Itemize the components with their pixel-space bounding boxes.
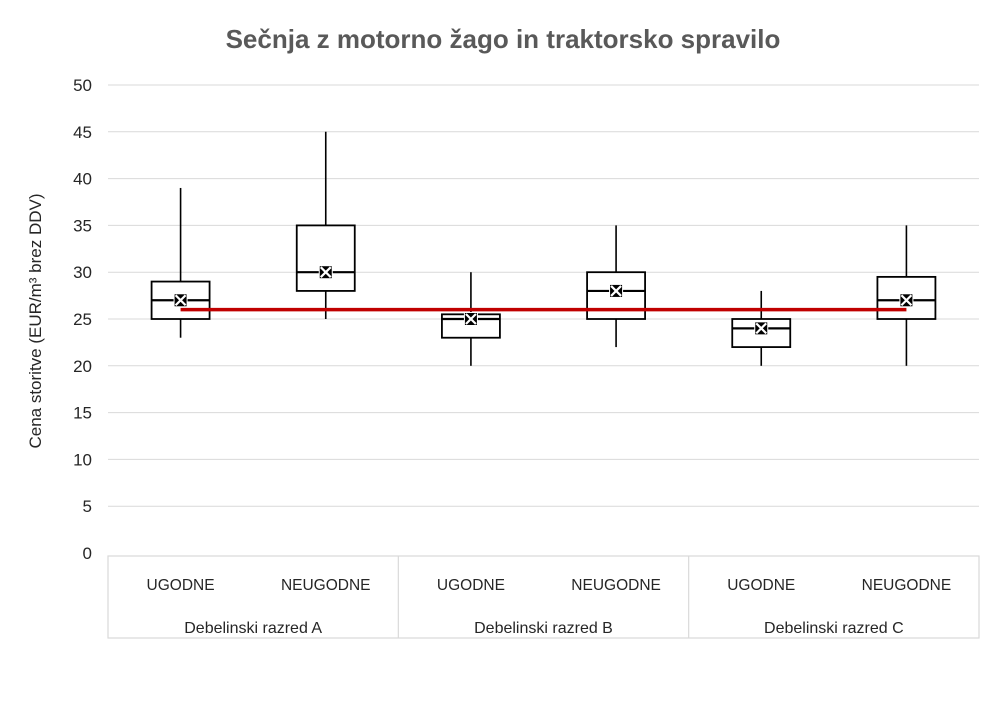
box [295,224,356,292]
y-tick-label: 25 [73,310,92,329]
group-label: Debelinski razred B [474,620,613,637]
y-tick-label: 20 [73,357,92,376]
mean-marker-x [465,313,477,325]
y-tick-label: 0 [83,544,92,563]
mean-marker-x [755,322,768,335]
group-label: Debelinski razred A [184,620,322,637]
category-label: NEUGODNE [571,577,661,594]
mean-marker-x [319,266,332,278]
mean-marker-x [610,285,622,297]
y-tick-label: 50 [73,76,92,95]
group-label: Debelinski razred C [764,620,904,637]
y-tick-label: 45 [73,123,92,142]
mean-marker-x [900,294,913,307]
category-axis-frame [107,555,980,639]
y-tick-label: 40 [73,170,92,189]
category-label: UGODNE [437,577,505,594]
chart-title: Sečnja z motorno žago in traktorsko spra… [225,24,781,54]
category-label: NEUGODNE [862,577,952,594]
category-label: UGODNE [727,577,795,594]
mean-marker-x [174,294,187,307]
y-tick-label: 10 [73,450,92,469]
category-label: NEUGODNE [281,577,371,594]
y-tick-label: 35 [73,216,92,235]
y-tick-label: 5 [83,497,92,516]
category-label: UGODNE [147,577,215,594]
y-tick-label: 30 [73,263,92,282]
y-tick-label: 15 [73,404,92,423]
